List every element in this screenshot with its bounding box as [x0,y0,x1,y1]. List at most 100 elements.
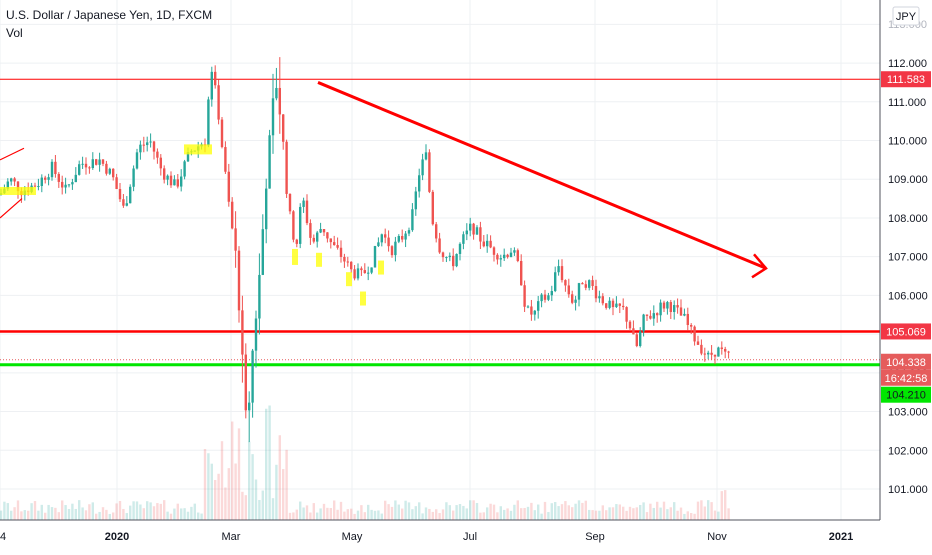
volume-bar [486,507,489,520]
candle [564,279,567,292]
candle [397,234,400,244]
candle-body [139,144,142,153]
candle [142,136,145,153]
volume-bar [591,510,594,520]
candle [234,211,237,268]
volume-bars [0,405,730,520]
candle [523,280,526,312]
candle-body [149,141,152,143]
candle-body [503,254,506,259]
candle-body [639,331,642,346]
candle-body [431,191,434,225]
volume-bar [482,512,485,520]
candle [632,320,635,335]
candle [727,350,730,359]
candle-body [251,350,254,403]
volume-bar [618,504,621,520]
candle [540,293,543,308]
candle [377,237,380,248]
volume-bar [44,512,47,520]
candle [166,174,169,186]
volume-bar [469,500,472,520]
candle [598,290,601,303]
volume-bar [336,509,339,520]
time-tick-label: Mar [222,531,241,543]
candle-body [448,255,451,258]
volume-bar [163,500,166,520]
candle [322,229,326,237]
candle-body [499,258,502,260]
volume-bar [285,449,288,520]
candle [547,292,550,302]
candle-body [547,295,550,300]
time-tick-label: 2021 [829,531,853,543]
volume-bar [407,502,411,520]
volume-bar [492,504,496,520]
candle-body [533,310,536,315]
candle-body [550,291,553,296]
candle-body [445,257,448,259]
candle [387,230,390,252]
price-tick-label: 112.000 [888,58,927,70]
highlight-marker [292,248,298,265]
volume-bar [479,512,482,520]
candle [509,247,513,258]
volume-bar [220,441,224,520]
candle [411,203,414,232]
volume-bar [156,503,159,520]
candle [455,253,458,268]
volume-bar [176,503,179,520]
volume-bar [686,511,689,520]
candle-body [482,241,485,247]
candle [71,178,74,190]
volume-bar [462,505,465,520]
volume-bar [550,503,553,520]
candle [428,149,431,194]
price-tag-104210 [881,386,931,403]
candle [414,186,417,216]
candle [458,242,462,261]
candle-body [10,178,13,182]
volume-bar [659,507,662,520]
candle [724,346,727,359]
candle-body [649,315,652,319]
candle [125,196,128,207]
candle [50,159,54,181]
volume-bar [601,505,604,520]
candle [656,312,659,323]
candle [373,245,377,268]
candle [295,238,298,248]
candle [652,305,655,326]
candle-body [662,302,666,309]
candle-body [588,280,591,288]
candle-body [574,299,577,303]
volume-bar [50,507,54,520]
volume-bar [363,512,366,520]
candle-body [54,161,57,175]
price-tick-label: 109.000 [888,174,928,186]
candle [380,233,383,247]
time-tick-label: Nov [707,531,727,543]
candle [608,297,611,310]
candle-body [180,176,183,187]
candle [445,256,448,263]
candle-body [207,99,210,146]
candle-body [666,302,669,309]
candle-body [265,188,268,230]
volume-bar [690,513,693,520]
candle [91,152,94,170]
candle-body [84,163,88,168]
highlight-marker [378,260,384,275]
candle-body [95,159,98,165]
candle-body [44,177,47,180]
volume-bar [598,510,601,520]
volume-bar [360,505,363,520]
candle [115,173,118,190]
volume-bar [465,508,468,520]
candle [112,168,115,181]
candle [224,141,227,174]
candle [67,184,71,188]
candle-body [258,274,261,319]
